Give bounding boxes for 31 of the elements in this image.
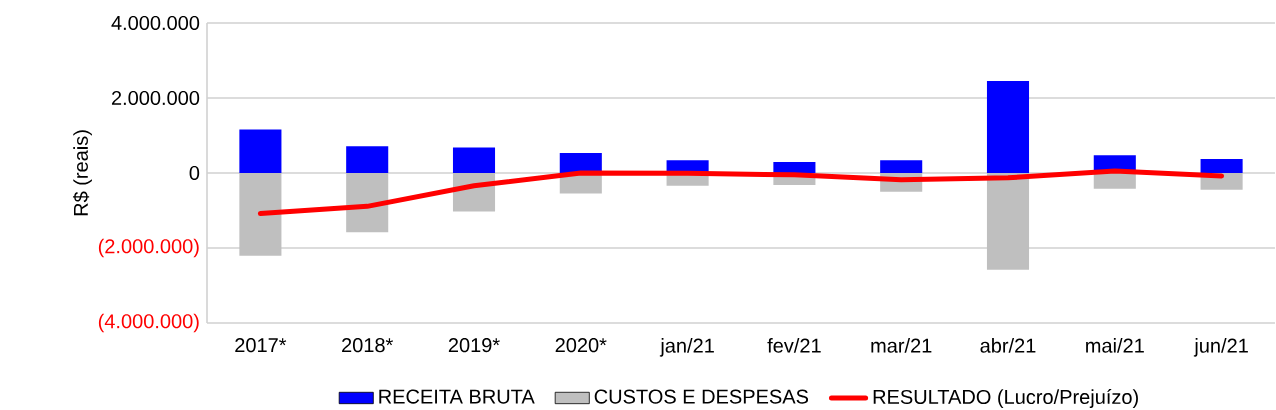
- bar: [346, 172, 389, 233]
- legend-label: RESULTADO (Lucro/Prejuízo): [873, 389, 1138, 408]
- bar: [986, 81, 1030, 173]
- x-tick-label: mar/21: [871, 338, 932, 353]
- bar: [1093, 172, 1136, 189]
- bar: [880, 160, 923, 173]
- bar: [986, 172, 1030, 270]
- y-tick-label: 2.000.000: [111, 90, 200, 106]
- legend-label: CUSTOS E DESPESAS: [594, 389, 809, 404]
- bar: [346, 146, 389, 173]
- bar: [452, 147, 496, 173]
- x-tick-label: fev/21: [767, 338, 821, 353]
- y-tick-label: (4.000.000): [98, 313, 199, 333]
- legend-label: RECEITA BRUTA: [379, 389, 535, 404]
- bar: [239, 129, 282, 173]
- x-tick-label: 2019*: [448, 338, 500, 353]
- y-axis-title: R$ (reais): [72, 130, 92, 216]
- x-tick-label: jun/21: [1193, 338, 1248, 357]
- bar: [559, 153, 602, 173]
- bar: [773, 162, 816, 173]
- x-tick-label: 2020*: [555, 338, 607, 353]
- bar: [239, 172, 282, 256]
- bar: [1200, 159, 1243, 173]
- y-tick-label: (2.000.000): [98, 238, 199, 258]
- y-tick-label: 0: [189, 165, 200, 181]
- x-tick-label: 2017*: [235, 338, 287, 353]
- x-tick-label: mai/21: [1086, 338, 1144, 353]
- x-tick-label: 2018*: [342, 338, 394, 353]
- y-tick-label: 4.000.000: [111, 15, 200, 31]
- x-tick-label: abr/21: [980, 338, 1036, 353]
- x-tick-label: jan/21: [659, 338, 714, 357]
